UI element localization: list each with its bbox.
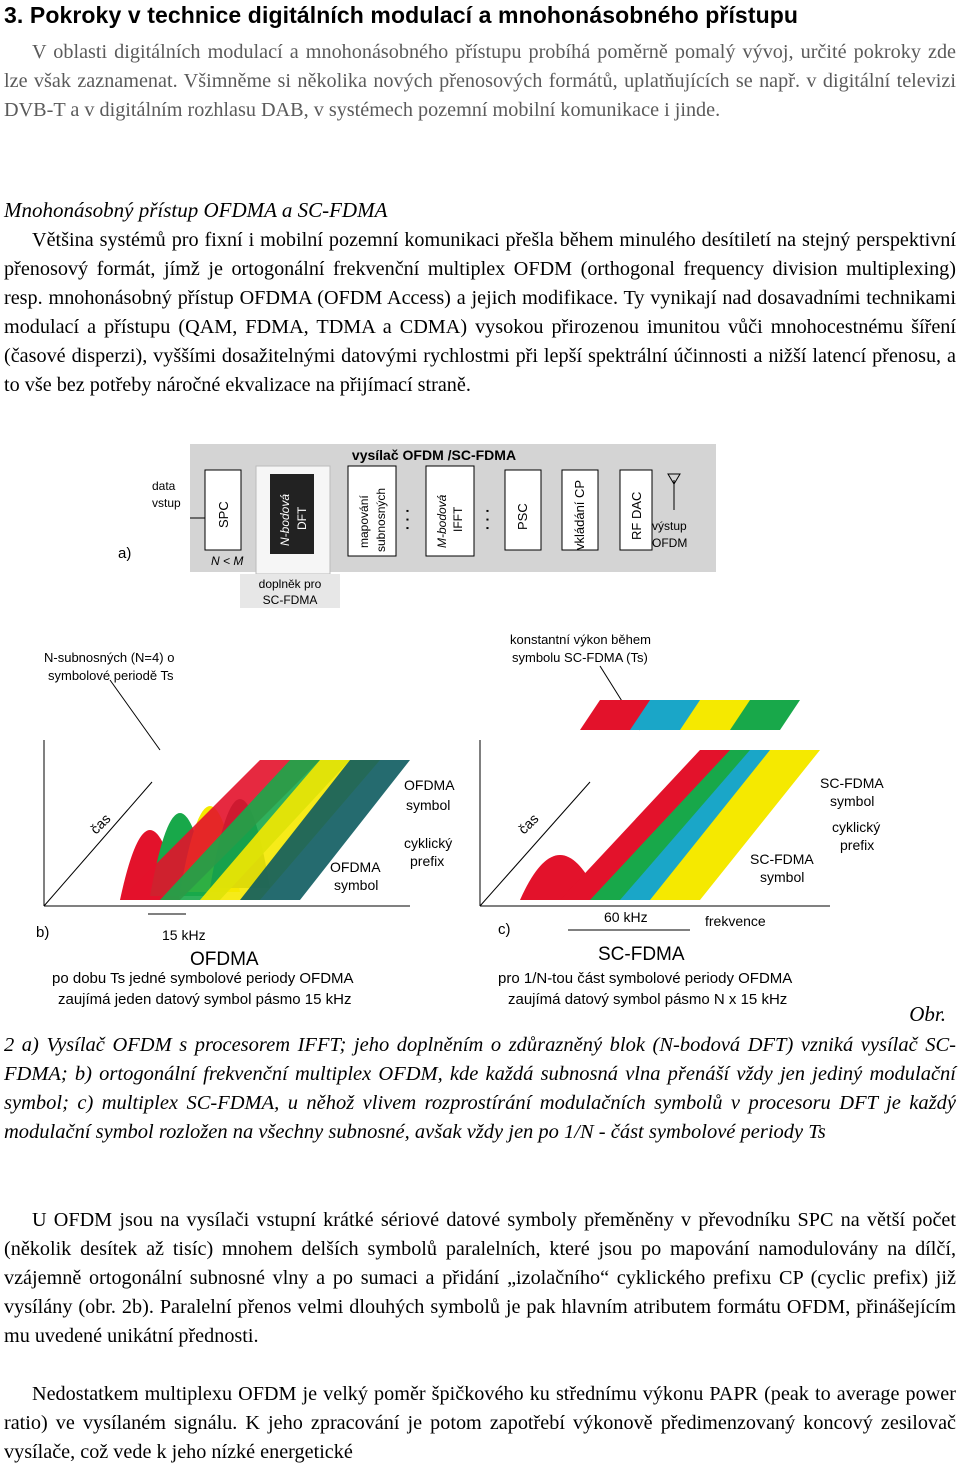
b-note-1: N-subnosných (N=4) o — [44, 650, 174, 665]
data-in-1: data — [152, 479, 176, 493]
cyclic-1: cyklický — [404, 835, 452, 851]
dft-block — [270, 474, 314, 554]
khz15: 15 kHz — [162, 927, 206, 943]
scfdma-waves — [520, 700, 820, 900]
ofdma-waves — [120, 760, 410, 900]
cp-label: vkládání CP — [572, 480, 587, 550]
mapping-label-2: subnosných — [374, 488, 388, 552]
frekvence: frekvence — [705, 913, 766, 929]
addon-1: doplněk pro — [259, 577, 322, 591]
scfdma-symbol-2: symbol — [830, 793, 874, 809]
n-lt-m: N < M — [211, 554, 243, 568]
b-desc-2: zaujímá jeden datový symbol pásmo 15 kHz — [58, 991, 351, 1008]
c-cas: čas — [515, 810, 542, 837]
cyclic-c-1: cyklický — [832, 819, 880, 835]
intro-paragraph: V oblasti digitálních modulací a mnohoná… — [4, 38, 956, 125]
paragraph-3: Nedostatkem multiplexu OFDM je velký pom… — [4, 1380, 956, 1467]
figure-caption: 2 a) Vysílač OFDM s procesorem IFFT; jeh… — [4, 1034, 956, 1143]
figure-label: Obr. — [909, 1002, 946, 1026]
ifft-label-1: M-bodová — [435, 494, 449, 548]
intro-text: V oblasti digitálních modulací a mnohoná… — [4, 41, 956, 121]
slab — [240, 760, 410, 900]
b-time-axis — [43, 781, 153, 907]
paragraph-2: U OFDM jsou na vysílači vstupní krátké s… — [4, 1206, 956, 1351]
cp-block — [561, 469, 599, 551]
out-1: výstup — [652, 519, 687, 533]
mapping-block — [347, 465, 397, 557]
scfdma-symbol-b-2: symbol — [760, 869, 804, 885]
rfdac-label: RF DAC — [629, 492, 644, 540]
dft-label-1: N-bodová — [278, 494, 292, 546]
scfdma-title: SC-FDMA — [598, 944, 685, 965]
tx-title: vysílač OFDM /SC-FDMA — [352, 447, 516, 463]
cyclic-2: prefix — [410, 853, 444, 869]
c-desc-2: zaujímá datový symbol pásmo N x 15 kHz — [508, 991, 787, 1008]
dots-2: · · · — [479, 508, 495, 530]
b-note-leader — [109, 679, 161, 751]
subheading: Mnohonásobný přístup OFDMA a SC-FDMA — [4, 198, 388, 222]
paragraph-1-text: Většina systémů pro fixní i mobilní poze… — [4, 229, 956, 396]
dft-label-2: DFT — [295, 506, 309, 530]
rfdac-block — [619, 469, 653, 551]
spc-block — [204, 469, 242, 551]
spc-label: SPC — [216, 501, 231, 528]
cyclic-c-2: prefix — [840, 837, 874, 853]
ofdma-title: OFDMA — [190, 949, 259, 970]
antenna-icon — [667, 473, 681, 485]
psc-block — [504, 469, 542, 551]
b-cas: čas — [87, 810, 114, 837]
paragraph-3-text: Nedostatkem multiplexu OFDM je velký pom… — [4, 1383, 956, 1463]
scfdma-symbol-1: SC-FDMA — [820, 775, 884, 791]
section-heading: 3. Pokroky v technice digitálních modula… — [4, 2, 799, 28]
ifft-block — [425, 465, 475, 557]
label-c: c) — [498, 921, 511, 938]
mapping-label-1: mapování — [357, 495, 371, 548]
b-desc-1: po dobu Ts jedné symbolové periody OFDMA — [52, 970, 354, 987]
ifft-label-2: IFFT — [451, 506, 465, 532]
paragraph-2-text: U OFDM jsou na vysílači vstupní krátké s… — [4, 1209, 956, 1347]
paragraph-1: Většina systémů pro fixní i mobilní poze… — [4, 226, 956, 400]
slab — [650, 750, 820, 900]
data-in-2: vstup — [152, 496, 181, 510]
ofdma-symbol-1: OFDMA — [404, 777, 455, 793]
c-note-2: symbolu SC-FDMA (Ts) — [512, 650, 648, 665]
scfdma-chart: konstantní výkon během symbolu SC-FDMA (… — [479, 632, 884, 1008]
c-time-axis — [479, 781, 591, 907]
addon-2: SC-FDMA — [263, 593, 318, 607]
out-2: OFDM — [652, 536, 687, 550]
c-desc-1: pro 1/N-tou část symbolové periody OFDMA — [498, 970, 792, 987]
b-note-2: symbolové periodě Ts — [48, 668, 174, 683]
addon-box — [240, 574, 340, 608]
ofdma-symbol-b-2: symbol — [334, 877, 378, 893]
psc-label: PSC — [515, 503, 530, 530]
scfdma-symbol-b-1: SC-FDMA — [750, 851, 814, 867]
label-b: b) — [36, 924, 49, 941]
dots-1: · · · — [399, 508, 415, 530]
khz60: 60 kHz — [604, 909, 648, 925]
ofdma-chart: N-subnosných (N=4) o symbolové periodě T… — [36, 650, 455, 1008]
ofdma-symbol-b-1: OFDMA — [330, 859, 381, 875]
c-note-1: konstantní výkon během — [510, 632, 651, 647]
ofdma-symbol-2: symbol — [406, 797, 450, 813]
figure-2: vysílač OFDM /SC-FDMA a) data vstup SPC … — [36, 444, 884, 1008]
slab-top — [730, 700, 800, 730]
label-a: a) — [118, 545, 131, 562]
